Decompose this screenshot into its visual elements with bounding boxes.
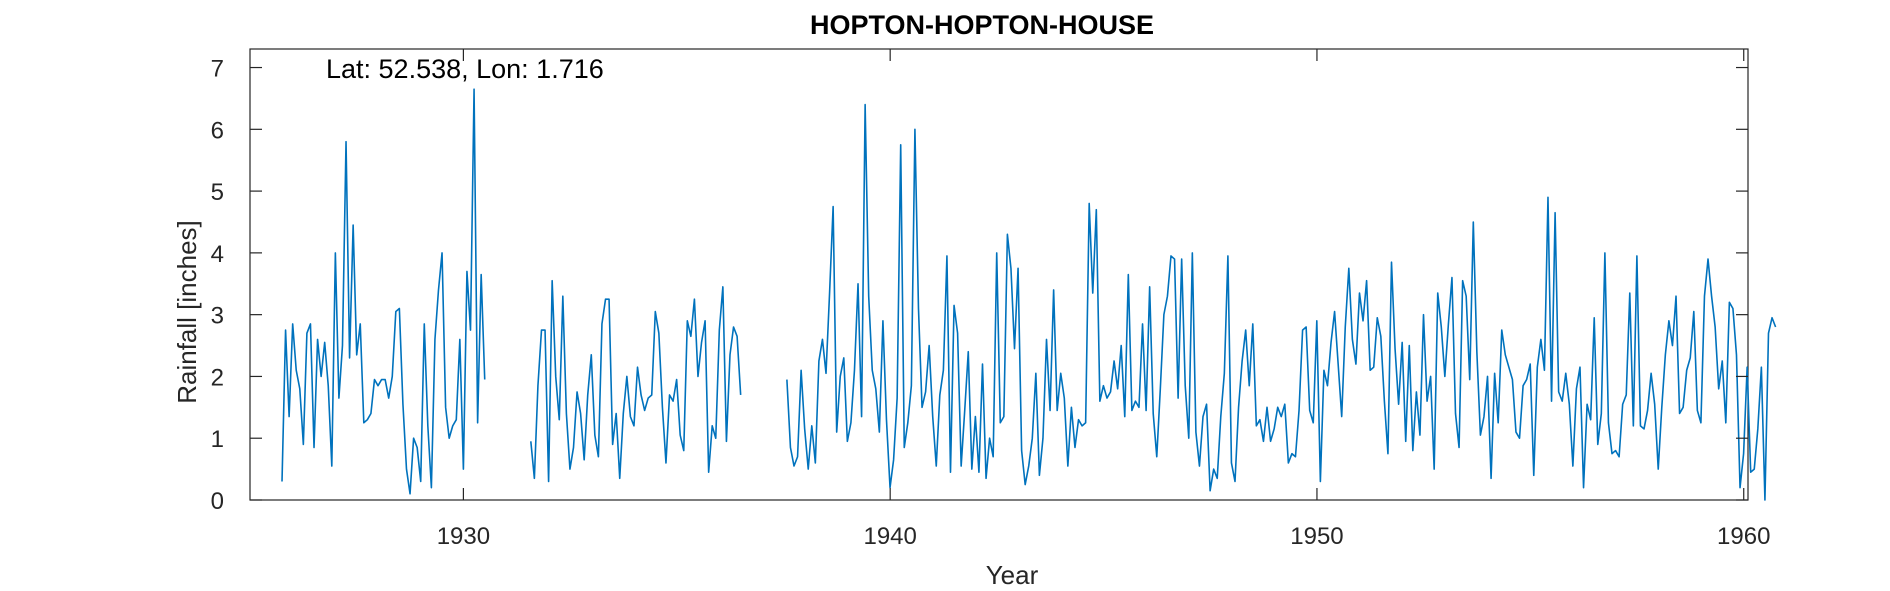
rainfall-series-line-segment-3 bbox=[786, 103, 1777, 501]
x-tick-label-1930: 1930 bbox=[437, 523, 490, 550]
y-tick-label-0: 0 bbox=[211, 488, 224, 515]
y-tick-label-5: 5 bbox=[211, 179, 224, 206]
rainfall-series-line-segment-2 bbox=[530, 279, 742, 483]
x-axis-label: Year bbox=[986, 560, 1039, 590]
axes-box bbox=[249, 48, 1749, 501]
chart-title: HOPTON-HOPTON-HOUSE bbox=[810, 10, 1154, 40]
y-tick-label-1: 1 bbox=[211, 426, 224, 453]
plot-area: 1930 1940 1950 1960 0 1 2 3 4 5 6 7 bbox=[211, 48, 1777, 550]
location-annotation: Lat: 52.538, Lon: 1.716 bbox=[326, 54, 604, 84]
y-tick-label-2: 2 bbox=[211, 364, 224, 391]
x-tick-label-1950: 1950 bbox=[1290, 523, 1343, 550]
y-tick-label-6: 6 bbox=[211, 117, 224, 144]
y-tick-label-3: 3 bbox=[211, 303, 224, 330]
y-tick-label-4: 4 bbox=[211, 241, 224, 268]
x-tick-label-1960: 1960 bbox=[1717, 523, 1770, 550]
y-axis-label: Rainfall [inches] bbox=[172, 220, 202, 404]
x-tick-label-1940: 1940 bbox=[863, 523, 916, 550]
rainfall-series-line-segment-1 bbox=[281, 88, 486, 495]
y-tick-label-7: 7 bbox=[211, 56, 224, 83]
